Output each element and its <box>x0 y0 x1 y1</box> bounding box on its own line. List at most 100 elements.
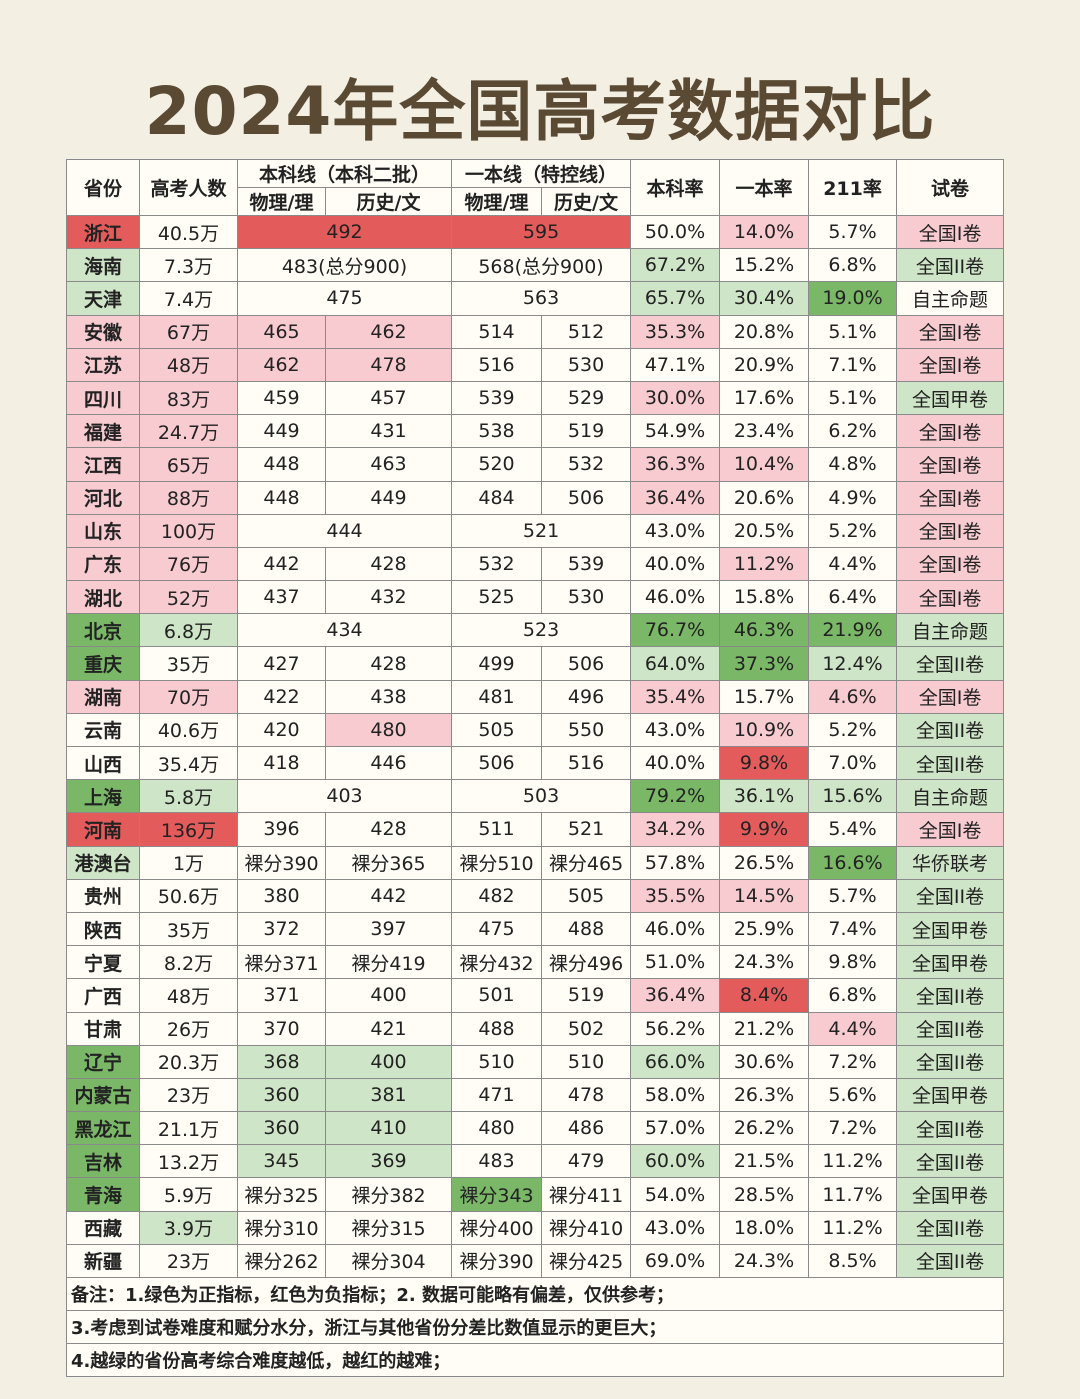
bk-physics-cell: 裸分390 <box>237 845 326 880</box>
bk-history-cell: 381 <box>324 1077 453 1113</box>
bk-rate-cell: 56.2% <box>630 1011 721 1046</box>
province-cell: 河北 <box>66 480 140 515</box>
yb-rate-cell: 36.1% <box>719 779 810 814</box>
yb-rate-cell: 28.5% <box>719 1177 810 1212</box>
bk-physics-cell: 459 <box>237 380 326 416</box>
examinees-cell: 88万 <box>139 480 238 515</box>
yb-physics-cell: 裸分390 <box>451 1243 543 1279</box>
province-cell: 内蒙古 <box>66 1077 140 1113</box>
bk-rate-cell: 65.7% <box>630 281 721 316</box>
bk-history-cell: 421 <box>324 1011 453 1046</box>
paper-cell: 全国I卷 <box>896 314 1005 349</box>
bk-physics-cell: 裸分325 <box>237 1177 326 1212</box>
yb-history-cell: 519 <box>541 978 632 1013</box>
paper-cell: 全国II卷 <box>896 1243 1005 1279</box>
rate-211-cell: 4.6% <box>808 679 898 714</box>
table-row: 吉林 13.2万 345 369 483 479 60.0% 21.5% 11.2% 全国II卷 <box>66 1144 1005 1179</box>
examinees-cell: 5.9万 <box>139 1177 238 1212</box>
bk-history-cell: 431 <box>324 414 453 449</box>
yb-rate-cell: 30.4% <box>719 281 810 316</box>
province-cell: 浙江 <box>66 214 140 250</box>
bk-history-cell: 400 <box>324 978 453 1013</box>
bk-physics-cell: 360 <box>237 1111 326 1146</box>
table-row: 宁夏 8.2万 裸分371 裸分419 裸分432 裸分496 51.0% 24.3% 9.8%… <box>66 945 1005 980</box>
yb-physics-cell: 510 <box>451 1044 543 1079</box>
rate-211-cell: 7.1% <box>808 347 898 382</box>
bk-history-cell: 397 <box>324 911 453 947</box>
header-bk-history: 历史/文 <box>324 187 453 216</box>
bk-rate-cell: 51.0% <box>630 945 721 980</box>
yb-physics-cell: 裸分510 <box>451 845 543 880</box>
bk-history-cell: 446 <box>324 745 453 781</box>
bk-physics-cell: 396 <box>237 812 326 847</box>
rate-211-cell: 11.2% <box>808 1144 898 1179</box>
bk-rate-cell: 43.0% <box>630 1210 721 1245</box>
rate-211-cell: 4.9% <box>808 480 898 515</box>
province-cell: 广西 <box>66 978 140 1013</box>
yb-history-cell: 530 <box>541 580 632 615</box>
bk-physics-cell: 437 <box>237 580 326 615</box>
examinees-cell: 5.8万 <box>139 779 238 814</box>
paper-cell: 全国甲卷 <box>896 1177 1005 1212</box>
bk-rate-cell: 47.1% <box>630 347 721 382</box>
table-row: 重庆 35万 427 428 499 506 64.0% 37.3% 12.4% 全国II卷 <box>66 646 1005 681</box>
bk-physics-cell: 345 <box>237 1144 326 1179</box>
bk-physics-cell: 448 <box>237 480 326 515</box>
yb-history-cell: 裸分411 <box>541 1177 632 1212</box>
table-row: 港澳台 1万 裸分390 裸分365 裸分510 裸分465 57.8% 26.5% 16.6%… <box>66 845 1005 880</box>
paper-cell: 全国I卷 <box>896 214 1005 250</box>
bk-history-cell: 462 <box>324 314 453 349</box>
table-row: 安徽 67万 465 462 514 512 35.3% 20.8% 5.1% 全国I卷 <box>66 314 1005 349</box>
bk-physics-cell: 380 <box>237 878 326 913</box>
province-cell: 新疆 <box>66 1243 140 1279</box>
table-row: 甘肃 26万 370 421 488 502 56.2% 21.2% 4.4% 全国II卷 <box>66 1011 1005 1046</box>
bk-rate-cell: 54.9% <box>630 414 721 449</box>
yb-physics-cell: 471 <box>451 1077 543 1113</box>
bk-rate-cell: 34.2% <box>630 812 721 847</box>
rate-211-cell: 9.8% <box>808 945 898 980</box>
bk-history-cell: 裸分304 <box>324 1243 453 1279</box>
table-row: 上海 5.8万 403 503 79.2% 36.1% 15.6% 自主命题 <box>66 779 1005 814</box>
yb-history-cell: 519 <box>541 414 632 449</box>
yb-rate-cell: 20.6% <box>719 480 810 515</box>
province-cell: 广东 <box>66 546 140 582</box>
bk-history-cell: 428 <box>324 812 453 847</box>
province-cell: 黑龙江 <box>66 1111 140 1146</box>
yb-history-cell: 496 <box>541 679 632 714</box>
table-row: 青海 5.9万 裸分325 裸分382 裸分343 裸分411 54.0% 28.5% 11.7… <box>66 1177 1005 1212</box>
yb-history-cell: 539 <box>541 546 632 582</box>
table-row: 北京 6.8万 434 523 76.7% 46.3% 21.9% 自主命题 <box>66 613 1005 648</box>
examinees-cell: 48万 <box>139 978 238 1013</box>
examinees-cell: 20.3万 <box>139 1044 238 1079</box>
yb-history-cell: 478 <box>541 1077 632 1113</box>
rate-211-cell: 5.2% <box>808 513 898 548</box>
header-yb-rate: 一本率 <box>719 159 810 216</box>
paper-cell: 全国II卷 <box>896 646 1005 681</box>
table-row: 湖南 70万 422 438 481 496 35.4% 15.7% 4.6% 全国I卷 <box>66 679 1005 714</box>
bk-line-cell: 444 <box>236 513 453 548</box>
yb-physics-cell: 裸分432 <box>451 945 543 980</box>
bk-physics-cell: 368 <box>237 1044 326 1079</box>
page-title: 2024年全国高考数据对比 <box>144 73 936 150</box>
province-cell: 海南 <box>66 248 140 283</box>
header-bk-physics: 物理/理 <box>237 187 326 216</box>
yb-line-cell: 563 <box>451 281 632 316</box>
note-2: 3.考虑到试卷难度和赋分水分，浙江与其他省份分差比数值显示的更巨大； <box>65 1310 1005 1344</box>
yb-rate-cell: 25.9% <box>719 911 810 947</box>
yb-physics-cell: 501 <box>451 978 543 1013</box>
yb-physics-cell: 499 <box>451 646 543 681</box>
yb-history-cell: 506 <box>541 480 632 515</box>
bk-history-cell: 400 <box>324 1044 453 1079</box>
table-row: 河北 88万 448 449 484 506 36.4% 20.6% 4.9% 全国I卷 <box>66 480 1005 515</box>
rate-211-cell: 7.2% <box>808 1044 898 1079</box>
yb-physics-cell: 520 <box>451 447 543 482</box>
yb-history-cell: 裸分465 <box>541 845 632 880</box>
bk-history-cell: 裸分419 <box>324 945 453 980</box>
bk-physics-cell: 372 <box>237 911 326 947</box>
yb-rate-cell: 9.8% <box>719 745 810 781</box>
rate-211-cell: 15.6% <box>808 779 898 814</box>
province-cell: 青海 <box>66 1177 140 1212</box>
bk-physics-cell: 422 <box>237 679 326 714</box>
bk-history-cell: 480 <box>324 712 453 748</box>
paper-cell: 全国II卷 <box>896 878 1005 913</box>
